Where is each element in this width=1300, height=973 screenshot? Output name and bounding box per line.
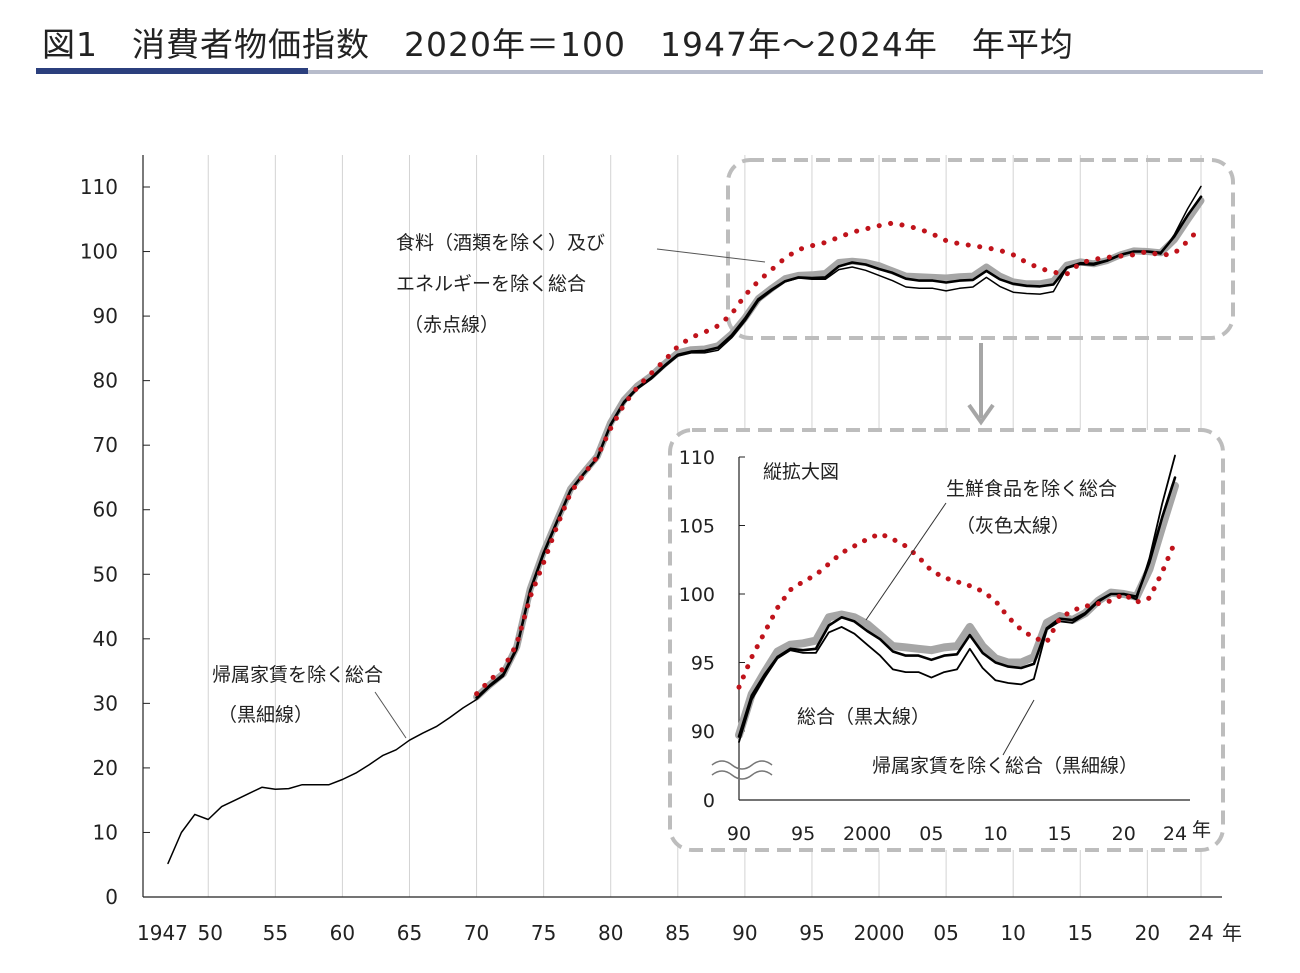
inset-ytick-label-110: 110 — [679, 447, 715, 469]
inset-xtick-label-10: 10 — [983, 823, 1007, 845]
inset-thick-label: 総合（黒太線） — [797, 706, 930, 728]
red-label-line-1: 食料（酒類を除く）及び — [396, 232, 605, 254]
inset-xtick-label-15: 15 — [1047, 823, 1071, 845]
main-xtick-label-90: 90 — [732, 921, 757, 945]
page-title: 図1 消費者物価指数 2020年＝100 1947年～2024年 年平均 — [42, 25, 1074, 64]
main-ytick-label-90: 90 — [93, 304, 118, 328]
inset-ytick-label-95: 95 — [691, 653, 715, 675]
main-ytick-label-70: 70 — [93, 433, 118, 457]
red-label-line-2: エネルギーを除く総合 — [396, 273, 586, 295]
inset-gray-leader — [865, 502, 947, 621]
main-ytick-label-20: 20 — [93, 756, 118, 780]
thin-series-annotation: 帰属家賃を除く総合 （黒細線） — [212, 664, 407, 739]
inset-xtick-label-90: 90 — [727, 823, 751, 845]
main-xtick-label-70: 70 — [464, 921, 489, 945]
inset-xtick-label-95: 95 — [791, 823, 815, 845]
thin-label-line-1: 帰属家賃を除く総合 — [212, 664, 383, 686]
inset-series-black-thin — [738, 454, 1176, 743]
inset-thin-leader — [1002, 699, 1035, 756]
main-ytick-label-40: 40 — [93, 627, 118, 651]
red-label-leader — [656, 248, 766, 263]
inset-ytick-label-90: 90 — [691, 721, 715, 743]
main-xtick-label-1947: 1947 — [137, 921, 188, 945]
main-xtick-label-75: 75 — [531, 921, 556, 945]
main-xtick-label-65: 65 — [397, 921, 422, 945]
main-ytick-label-110: 110 — [80, 175, 118, 199]
inset-gray-label-1: 生鮮食品を除く総合 — [946, 478, 1117, 500]
inset-x-unit: 年 — [1192, 819, 1211, 841]
main-xtick-label-60: 60 — [330, 921, 355, 945]
main-series-black-thin — [167, 185, 1202, 865]
main-xtick-label-2000: 2000 — [854, 921, 905, 945]
inset-series-red-dotted — [736, 531, 1178, 690]
inset-series — [735, 454, 1179, 743]
inset-xtick-label-2000: 2000 — [843, 823, 891, 845]
main-ytick-label-10: 10 — [93, 820, 118, 844]
main-xtick-label-05: 05 — [933, 921, 958, 945]
main-xtick-label-95: 95 — [799, 921, 824, 945]
main-xtick-label-20: 20 — [1135, 921, 1160, 945]
inset-gray-label-2: （灰色太線） — [956, 515, 1070, 537]
inset-ytick-label-100: 100 — [679, 584, 715, 606]
main-ytick-label-60: 60 — [93, 498, 118, 522]
inset-xtick-label-20: 20 — [1112, 823, 1136, 845]
title-underline — [308, 70, 1263, 74]
main-ytick-label-0: 0 — [105, 885, 118, 909]
main-xtick-label-15: 15 — [1068, 921, 1093, 945]
main-axes — [142, 155, 1222, 898]
main-series — [167, 185, 1205, 865]
inset-thin-label: 帰属家賃を除く総合（黒細線） — [872, 755, 1138, 777]
highlight-box — [726, 158, 1235, 340]
inset-ytick-label-105: 105 — [679, 516, 715, 538]
main-ytick-label-100: 100 — [80, 240, 118, 264]
main-xtick-label-85: 85 — [665, 921, 690, 945]
main-xtick-label-55: 55 — [263, 921, 288, 945]
inset-xtick-label-24: 24 — [1163, 823, 1187, 845]
main-x-unit: 年 — [1222, 921, 1242, 945]
inset-ytick-label-0: 0 — [703, 790, 715, 812]
axis-break-icon — [711, 760, 773, 780]
main-xtick-label-80: 80 — [598, 921, 623, 945]
main-ytick-label-50: 50 — [93, 562, 118, 586]
inset-xtick-label-05: 05 — [919, 823, 943, 845]
main-xtick-label-10: 10 — [1000, 921, 1025, 945]
main-ytick-label-30: 30 — [93, 691, 118, 715]
red-label-line-3: （赤点線） — [404, 314, 499, 336]
zoom-arrow — [967, 343, 995, 426]
main-ytick-label-80: 80 — [93, 369, 118, 393]
thin-label-leader — [374, 691, 407, 739]
inset-tick-labels: 110 105 100 95 90 0 90 95 2000 05 10 15 20 24 年 — [679, 447, 1211, 845]
thin-label-line-2: （黒細線） — [218, 704, 313, 726]
inset-frame — [668, 428, 1225, 852]
inset-title: 縦拡大図 — [763, 461, 839, 483]
title-underline-accent — [36, 68, 308, 74]
main-xtick-label-24: 24 — [1188, 921, 1213, 945]
inset-thin-annotation: 帰属家賃を除く総合（黒細線） — [872, 699, 1138, 777]
red-series-annotation: 食料（酒類を除く）及び エネルギーを除く総合 （赤点線） — [396, 232, 766, 336]
inset-gray-annotation: 生鮮食品を除く総合 （灰色太線） — [865, 478, 1117, 621]
main-xtick-label-50: 50 — [198, 921, 223, 945]
